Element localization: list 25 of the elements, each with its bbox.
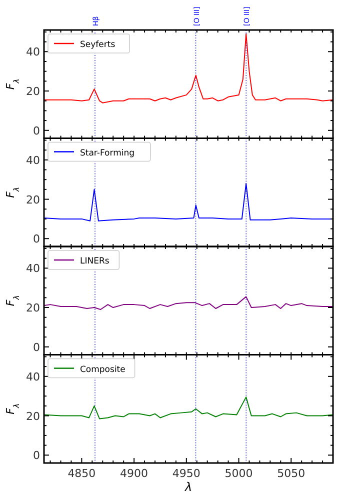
- y-tick-label: 0: [33, 340, 40, 354]
- y-tick-label: 40: [26, 154, 40, 167]
- legend-label: Composite: [80, 364, 126, 375]
- x-axis-title: λ: [184, 480, 192, 494]
- y-tick-label: 0: [33, 449, 40, 462]
- legend-label: LINERs: [80, 256, 110, 266]
- legend-label: Seyferts: [80, 40, 116, 50]
- line-series: [44, 296, 334, 310]
- y-tick-label: 40: [26, 46, 40, 59]
- y-tick-label: 20: [26, 410, 40, 423]
- legend-label: Star-Forming: [80, 148, 135, 158]
- x-tick-label: 4900: [120, 467, 148, 480]
- line-series: [44, 396, 334, 420]
- y-tick-label: 40: [26, 262, 40, 276]
- x-tick-label: 5050: [277, 467, 306, 480]
- y-tick-label: 20: [26, 302, 40, 315]
- y-tick-label: 0: [33, 232, 40, 246]
- x-tick-label: 4950: [172, 467, 200, 480]
- y-tick-label: 40: [26, 370, 40, 384]
- line-series: [44, 33, 334, 104]
- x-tick-label: 5000: [224, 467, 253, 480]
- x-tick-label: 4850: [68, 467, 96, 480]
- y-tick-label: 0: [33, 124, 40, 138]
- y-tick-label: 20: [26, 193, 40, 206]
- y-tick-label: 20: [26, 85, 40, 98]
